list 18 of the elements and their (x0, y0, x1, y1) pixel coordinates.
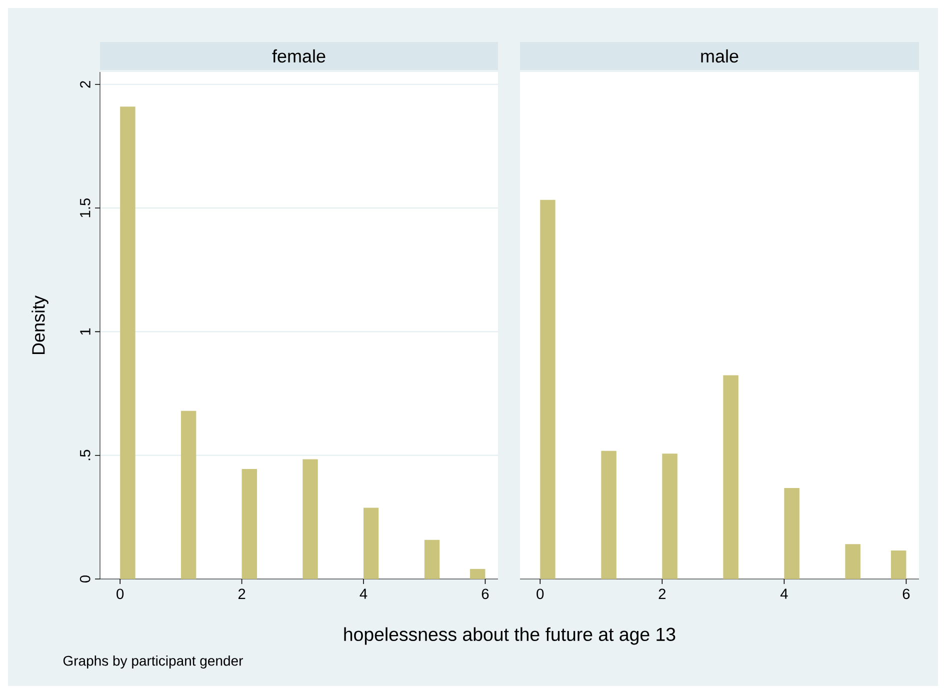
x-tick-label: 0 (116, 588, 124, 600)
x-tick-label: 0 (536, 588, 544, 600)
y-axis-title: Density (32, 296, 48, 354)
chart-title: female (272, 49, 326, 63)
x-tick-label: 4 (780, 588, 788, 599)
y-tick-label: 1.5 (80, 198, 90, 218)
x-tick-label: 6 (482, 588, 489, 600)
y-tick-label: 0 (80, 576, 90, 583)
x-axis-title: hopelessness about the future at age 13 (344, 627, 676, 645)
y-tick-label: .5 (80, 450, 90, 460)
y-tick-label: 1 (80, 328, 90, 335)
x-tick-label: 6 (902, 588, 910, 600)
x-tick-label: 4 (360, 588, 368, 599)
x-tick-label: 2 (238, 588, 246, 599)
x-tick-label: 2 (658, 588, 666, 599)
y-tick-label: 2 (80, 81, 90, 88)
text: Graphs by participant gender (63, 655, 243, 669)
chart-title: male (701, 49, 738, 63)
